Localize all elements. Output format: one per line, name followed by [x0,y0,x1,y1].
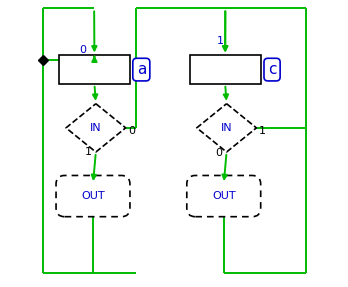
FancyBboxPatch shape [187,175,261,217]
Text: 0: 0 [128,125,135,135]
Bar [59,55,130,84]
Text: OUT: OUT [212,191,236,201]
Text: IN: IN [221,123,232,133]
Text: OUT: OUT [81,191,105,201]
Text: IN: IN [90,123,102,133]
Text: 1: 1 [259,125,266,135]
Text: 1: 1 [85,147,92,157]
FancyBboxPatch shape [56,175,130,217]
Text: 1: 1 [217,36,224,46]
Text: 0: 0 [215,148,222,158]
Bar [190,55,261,84]
Text: 0: 0 [79,44,86,55]
Text: a: a [137,62,146,77]
Text: c: c [268,62,276,77]
